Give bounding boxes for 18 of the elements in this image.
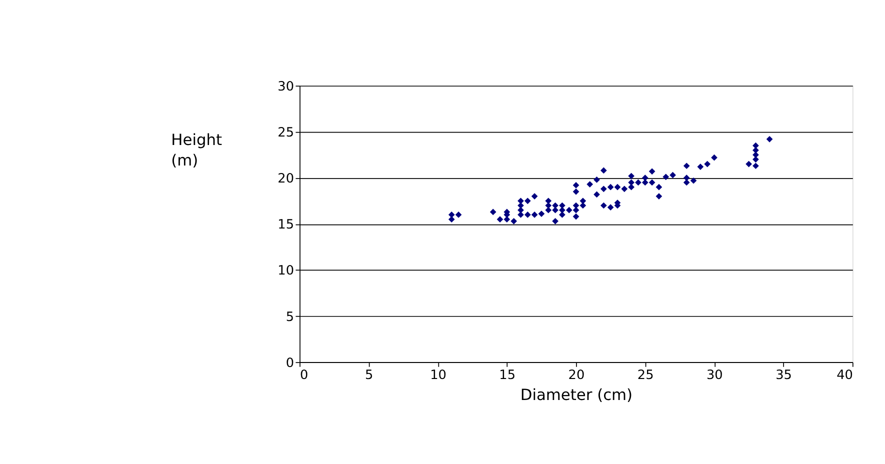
x-tick-label: 30 <box>706 368 723 383</box>
y-tick-label: 30 <box>278 79 294 94</box>
x-tick-label: 40 <box>836 368 853 383</box>
y-tick-label: 20 <box>278 172 294 187</box>
x-tick-label: 35 <box>776 368 792 383</box>
x-tick-label: 15 <box>499 368 516 383</box>
x-tick-label: 20 <box>568 368 585 383</box>
x-tick-label: 5 <box>365 368 374 383</box>
y-tick-label: 0 <box>286 356 294 371</box>
y-tick-label: 15 <box>278 218 294 233</box>
y-tick-label: 25 <box>278 125 294 140</box>
y-axis-title: Height (m) <box>171 130 222 170</box>
x-axis-title: Diameter (cm) <box>520 386 633 404</box>
x-tick-label: 10 <box>430 368 446 383</box>
x-tick-label: 0 <box>300 368 308 383</box>
y-tick-label: 10 <box>278 264 294 279</box>
x-tick-label: 25 <box>637 368 654 383</box>
y-tick-label: 5 <box>286 310 294 325</box>
